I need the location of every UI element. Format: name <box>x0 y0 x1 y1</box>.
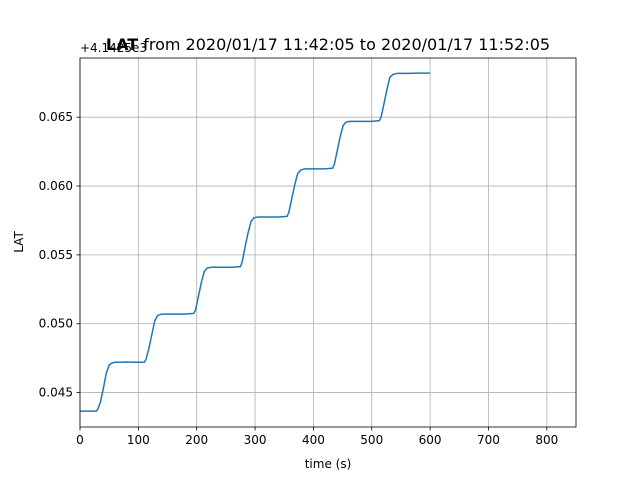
series-line <box>80 72 431 412</box>
x-tick-label: 600 <box>419 433 442 447</box>
chart-title-rest: from 2020/01/17 11:42:05 to 2020/01/17 1… <box>138 35 550 54</box>
plot-area: 0 100 200 300 400 500 600 700 800 0.045 0.050 0.055… <box>39 57 577 447</box>
y-tick-label: 0.045 <box>39 386 73 400</box>
x-tick-label: 100 <box>127 433 150 447</box>
chart-title: LAT from 2020/01/17 11:42:05 to 2020/01/… <box>106 35 550 54</box>
axes-frame <box>79 57 577 428</box>
y-tick-label: 0.050 <box>39 317 73 331</box>
y-axis-label: LAT <box>12 231 26 253</box>
axis-offset-label: +4.1425e3 <box>80 41 147 55</box>
x-tick-label: 800 <box>535 433 558 447</box>
y-tick-label: 0.065 <box>39 110 73 124</box>
x-axis-label: time (s) <box>305 457 352 471</box>
y-tick-label: 0.055 <box>39 248 73 262</box>
x-tick-label: 0 <box>76 433 84 447</box>
y-tick-label: 0.060 <box>39 179 73 193</box>
x-tick-label: 500 <box>360 433 383 447</box>
x-tick-label: 700 <box>477 433 500 447</box>
chart-title-bold: LAT <box>106 35 138 54</box>
x-tick-label: 400 <box>302 433 325 447</box>
x-tick-label: 200 <box>185 433 208 447</box>
x-tick-label: 300 <box>244 433 267 447</box>
